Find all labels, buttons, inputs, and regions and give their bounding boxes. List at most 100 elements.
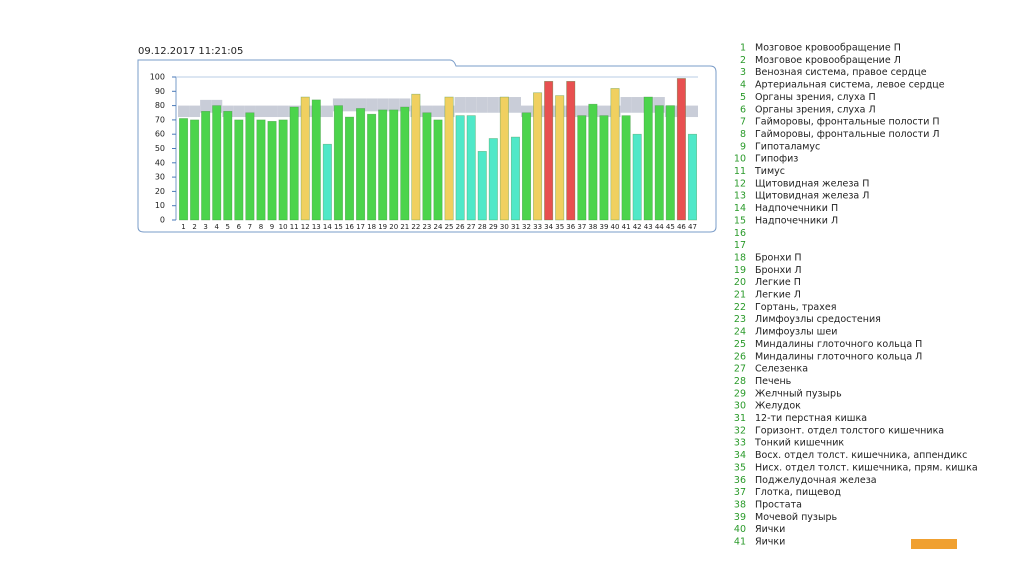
- norm-band: [366, 98, 378, 112]
- item-number: 16: [734, 228, 746, 239]
- bar: [190, 119, 200, 221]
- bar: [245, 112, 255, 221]
- item-label: Желчный пузырь: [755, 388, 842, 399]
- item-label: 12-ти перстная кишка: [755, 413, 867, 424]
- x-tick-label: 27: [467, 223, 476, 231]
- bar: [455, 115, 465, 221]
- item-label: Миндалины глоточного кольца Л: [755, 351, 922, 362]
- bar: [588, 103, 598, 221]
- item-number: 5: [740, 92, 746, 103]
- item-number: 12: [734, 178, 746, 189]
- x-tick-label: 29: [489, 223, 498, 231]
- item-number: 7: [740, 117, 746, 128]
- x-tick-label: 11: [290, 223, 299, 231]
- bar: [179, 118, 189, 221]
- bar: [278, 119, 288, 221]
- bar: [400, 106, 410, 221]
- x-tick-label: 38: [588, 223, 597, 231]
- x-tick-label: 23: [422, 223, 431, 231]
- x-tick-label: 31: [511, 223, 520, 231]
- x-tick-label: 18: [367, 223, 376, 231]
- item-label: Лимфоузлы средостения: [755, 314, 881, 325]
- item-label: Легкие П: [755, 277, 801, 288]
- x-tick-label: 42: [633, 223, 642, 231]
- x-tick-label: 6: [237, 223, 242, 231]
- norm-band: [377, 98, 389, 112]
- item-number: 15: [734, 215, 746, 226]
- x-tick-label: 47: [688, 223, 697, 231]
- x-tick-label: 24: [434, 223, 443, 231]
- item-number: 32: [734, 425, 746, 436]
- item-number: 40: [734, 524, 746, 535]
- bar: [212, 105, 222, 221]
- button[interactable]: [911, 539, 957, 549]
- item-number: 35: [734, 462, 746, 473]
- norm-band: [200, 99, 212, 113]
- norm-band: [620, 97, 632, 113]
- norm-band: [509, 97, 521, 113]
- bar: [289, 106, 299, 221]
- x-tick-label: 13: [312, 223, 321, 231]
- bar: [510, 136, 520, 221]
- item-label: Бронхи П: [755, 252, 802, 263]
- norm-band: [476, 97, 488, 113]
- y-tick-label: 30: [155, 173, 165, 182]
- x-tick-label: 30: [500, 223, 509, 231]
- item-label: Тонкий кишечник: [754, 438, 844, 449]
- item-number: 28: [734, 376, 746, 387]
- bar: [621, 115, 631, 221]
- item-number: 33: [734, 438, 746, 449]
- item-label: Бронхи Л: [755, 265, 802, 276]
- x-tick-label: 9: [270, 223, 274, 231]
- x-tick-label: 4: [214, 223, 219, 231]
- item-label: Гортань, трахея: [755, 302, 836, 313]
- x-tick-label: 34: [544, 223, 553, 231]
- norm-band: [653, 97, 665, 113]
- bar: [300, 96, 310, 221]
- item-number: 14: [734, 203, 746, 214]
- x-tick-label: 10: [279, 223, 288, 231]
- x-tick-label: 36: [566, 223, 575, 231]
- norm-band: [332, 98, 344, 112]
- item-label: Мозговое кровообращение П: [755, 43, 901, 54]
- x-tick-label: 44: [655, 223, 664, 231]
- bar: [223, 111, 233, 221]
- item-label: Мозговое кровообращение Л: [755, 55, 901, 66]
- bar: [378, 109, 388, 221]
- norm-band: [686, 105, 698, 118]
- norm-band: [266, 105, 278, 118]
- x-tick-label: 3: [203, 223, 207, 231]
- y-tick-label: 70: [155, 115, 165, 124]
- y-tick-label: 80: [155, 101, 165, 110]
- bar: [444, 96, 454, 221]
- item-number: 13: [734, 191, 746, 202]
- norm-band: [598, 105, 610, 118]
- item-number: 41: [734, 537, 746, 548]
- item-number: 29: [734, 388, 746, 399]
- item-label: Органы зрения, слуха Л: [755, 104, 876, 115]
- bar: [577, 115, 587, 221]
- bar: [488, 138, 498, 221]
- bar: [477, 151, 487, 221]
- item-label: Гипофиз: [755, 154, 798, 165]
- y-tick-label: 10: [155, 201, 165, 210]
- item-label: Органы зрения, слуха П: [755, 92, 876, 103]
- x-tick-label: 19: [378, 223, 387, 231]
- norm-band: [399, 98, 411, 112]
- bar: [654, 105, 664, 221]
- norm-band: [454, 97, 466, 113]
- item-number: 8: [740, 129, 746, 140]
- bar: [643, 96, 653, 221]
- norm-band: [631, 97, 643, 113]
- item-number: 36: [734, 475, 746, 486]
- item-number: 11: [734, 166, 746, 177]
- bar: [411, 93, 421, 221]
- x-tick-label: 33: [533, 223, 542, 231]
- item-number: 38: [734, 499, 746, 510]
- item-number: 10: [734, 154, 746, 165]
- norm-band: [576, 105, 588, 118]
- x-tick-label: 37: [577, 223, 586, 231]
- item-label: Венозная система, правое сердце: [755, 67, 927, 78]
- item-number: 24: [734, 327, 746, 338]
- x-tick-label: 32: [522, 223, 531, 231]
